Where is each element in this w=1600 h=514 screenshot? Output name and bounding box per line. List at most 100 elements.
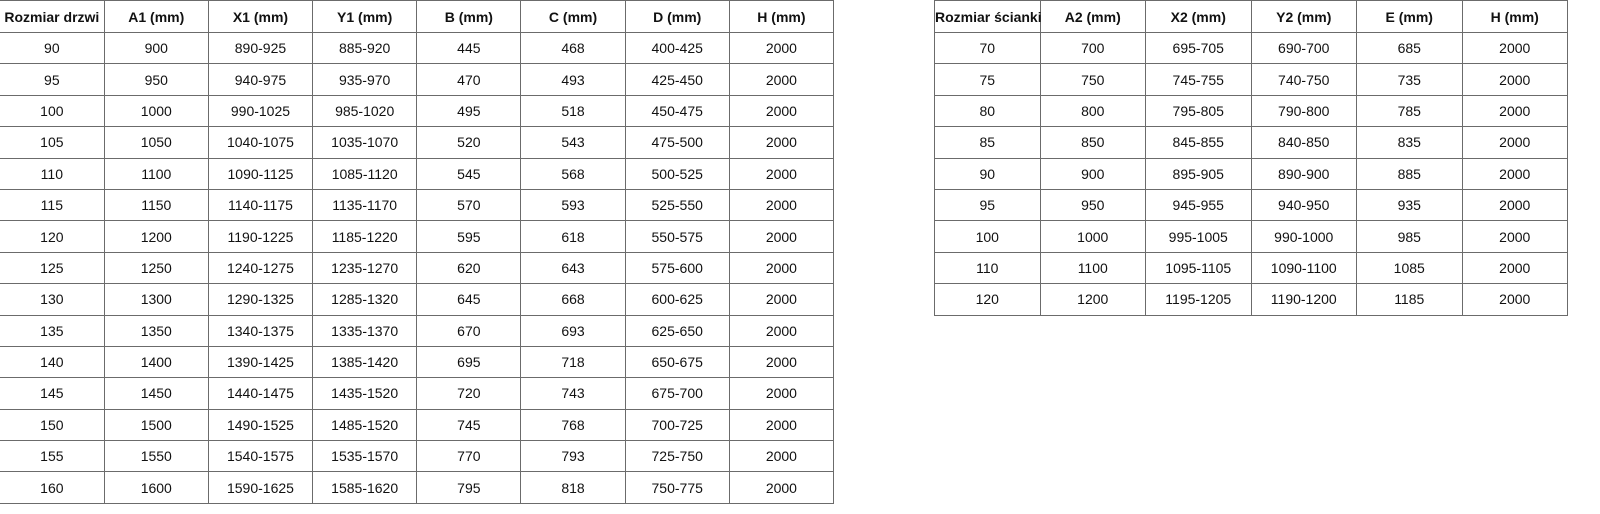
table-row: 110 1100 1090-1125 1085-1120 545 568 500-525 20…: [0, 157, 835, 190]
column-header: H (mm): [728, 0, 835, 33]
table-row: 90 900 890-925 885-920 445 468 400-425 2000: [0, 31, 835, 65]
table-cell: 475-500: [624, 126, 730, 159]
table-cell: 1050: [103, 126, 209, 159]
table-cell: 550-575: [624, 220, 730, 253]
table-cell: 593: [520, 188, 626, 222]
header-row: Rozmiar drzwi A1 (mm) X1 (mm) Y1 (mm) B (mm)…: [0, 0, 835, 33]
table-cell: 1250: [103, 251, 209, 285]
table-cell: 793: [520, 440, 626, 473]
column-header: A1 (mm): [103, 0, 209, 33]
table-cell: 85: [934, 126, 1041, 159]
table-cell: 840-850: [1250, 126, 1357, 159]
table-cell: 950: [1039, 188, 1146, 222]
table-cell: 125: [0, 251, 105, 285]
table-cell: 75: [934, 63, 1041, 96]
table-row: 115 1150 1140-1175 1135-1170 570 593 525-550 20…: [0, 188, 835, 222]
table-cell: 940-950: [1250, 188, 1357, 222]
table-row: 120 1200 1190-1225 1185-1220 595 618 550-575 20…: [0, 220, 835, 253]
table-cell: 1085-1120: [312, 157, 418, 190]
table-cell: 1450: [103, 377, 209, 410]
table-cell: 985: [1356, 220, 1463, 253]
table-cell: 2000: [728, 251, 835, 285]
table-row: 100 1000 995-1005 990-1000 985 2000: [934, 220, 1568, 253]
table-cell: 493: [520, 63, 626, 96]
table-cell: 1535-1570: [312, 440, 418, 473]
table-cell: 745-755: [1145, 63, 1252, 96]
table-cell: 750-775: [624, 471, 730, 504]
table-cell: 1585-1620: [312, 471, 418, 504]
table-cell: 800: [1039, 94, 1146, 128]
table-cell: 2000: [728, 157, 835, 190]
table-cell: 1190-1225: [207, 220, 314, 253]
table-cell: 795: [416, 471, 522, 504]
column-header: D (mm): [624, 0, 730, 33]
table-row: 120 1200 1195-1205 1190-1200 1185 2000: [934, 283, 1568, 316]
table-cell: 1290-1325: [207, 283, 314, 316]
table-cell: 1440-1475: [207, 377, 314, 410]
table-cell: 450-475: [624, 94, 730, 128]
table-cell: 1035-1070: [312, 126, 418, 159]
table-cell: 1540-1575: [207, 440, 314, 473]
table-cell: 1100: [1039, 251, 1146, 285]
table-cell: 935-970: [312, 63, 418, 96]
table-cell: 2000: [1461, 94, 1568, 128]
table-cell: 995-1005: [1145, 220, 1252, 253]
table-cell: 2000: [728, 63, 835, 96]
table-cell: 500-525: [624, 157, 730, 190]
table-cell: 90: [0, 31, 105, 65]
table-cell: 618: [520, 220, 626, 253]
table-cell: 1400: [103, 345, 209, 379]
table-cell: 645: [416, 283, 522, 316]
column-header: Y1 (mm): [312, 0, 418, 33]
table-cell: 2000: [728, 126, 835, 159]
table-cell: 120: [934, 283, 1041, 316]
table-cell: 1135-1170: [312, 188, 418, 222]
table-cell: 145: [0, 377, 105, 410]
table-cell: 1240-1275: [207, 251, 314, 285]
table-cell: 2000: [1461, 63, 1568, 96]
column-header: Rozmiar drzwi: [0, 0, 105, 33]
table-cell: 595: [416, 220, 522, 253]
table-cell: 935: [1356, 188, 1463, 222]
table-row: 110 1100 1095-1105 1090-1100 1085 2000: [934, 251, 1568, 285]
table-row: 140 1400 1390-1425 1385-1420 695 718 650-675 20…: [0, 345, 835, 379]
wall-dimensions-table: Rozmiar ścianki A2 (mm) X2 (mm) Y2 (mm) E (m…: [934, 0, 1568, 316]
table-cell: 620: [416, 251, 522, 285]
column-header: A2 (mm): [1039, 0, 1146, 33]
table-cell: 1095-1105: [1145, 251, 1252, 285]
table-cell: 1040-1075: [207, 126, 314, 159]
table-cell: 670: [416, 314, 522, 347]
table-cell: 150: [0, 408, 105, 442]
table-cell: 120: [0, 220, 105, 253]
table-cell: 725-750: [624, 440, 730, 473]
table-cell: 525-550: [624, 188, 730, 222]
table-cell: 745: [416, 408, 522, 442]
table-cell: 105: [0, 126, 105, 159]
table-cell: 845-855: [1145, 126, 1252, 159]
table-cell: 2000: [728, 408, 835, 442]
table-cell: 700-725: [624, 408, 730, 442]
table-cell: 1500: [103, 408, 209, 442]
table-row: 150 1500 1490-1525 1485-1520 745 768 700-725 20…: [0, 408, 835, 442]
table-cell: 768: [520, 408, 626, 442]
table-cell: 1390-1425: [207, 345, 314, 379]
table-row: 85 850 845-855 840-850 835 2000: [934, 126, 1568, 159]
table-cell: 95: [934, 188, 1041, 222]
table-cell: 2000: [728, 440, 835, 473]
table-cell: 700: [1039, 31, 1146, 65]
table-cell: 890-900: [1250, 157, 1357, 190]
table-cell: 818: [520, 471, 626, 504]
column-header: X1 (mm): [207, 0, 314, 33]
table-cell: 110: [934, 251, 1041, 285]
table-cell: 2000: [1461, 283, 1568, 316]
table-cell: 1185: [1356, 283, 1463, 316]
table-cell: 750: [1039, 63, 1146, 96]
table-cell: 2000: [728, 94, 835, 128]
table-cell: 795-805: [1145, 94, 1252, 128]
table-cell: 1200: [1039, 283, 1146, 316]
column-header: Rozmiar ścianki: [934, 0, 1042, 33]
table-cell: 1090-1100: [1250, 251, 1357, 285]
table-cell: 2000: [1461, 220, 1568, 253]
table-cell: 695: [416, 345, 522, 379]
table-cell: 895-905: [1145, 157, 1252, 190]
